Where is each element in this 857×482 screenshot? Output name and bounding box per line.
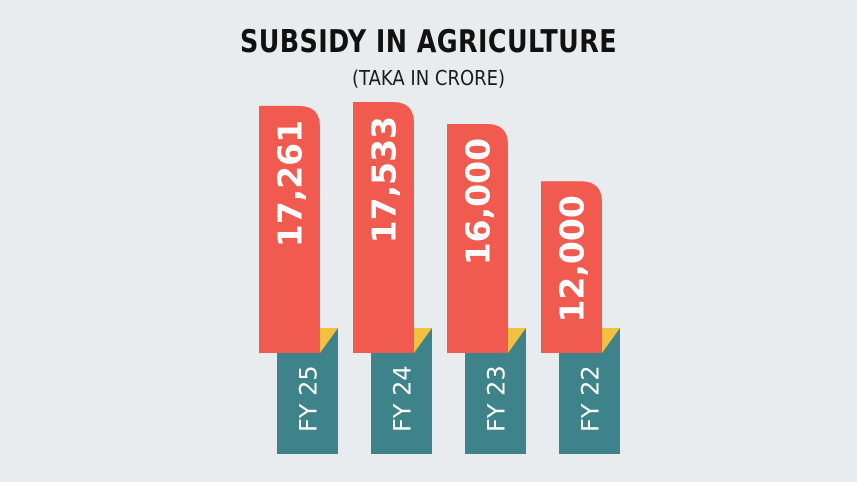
category-label: FY 22	[577, 365, 605, 432]
bar	[353, 102, 414, 353]
bar	[541, 181, 602, 353]
fold-triangle	[602, 328, 620, 353]
category-label: FY 25	[295, 365, 323, 432]
chart-title: SUBSIDY IN AGRICULTURE	[240, 24, 617, 60]
data-label: 17,533	[365, 116, 404, 243]
data-label: 12,000	[553, 195, 592, 322]
bar	[447, 123, 508, 353]
data-label: 16,000	[459, 138, 498, 265]
fold-triangle	[320, 328, 338, 353]
category-label: FY 23	[483, 365, 511, 432]
chart-subtitle: (TAKA IN CRORE)	[351, 66, 506, 90]
category-label: FY 24	[389, 365, 417, 432]
bar	[259, 105, 320, 353]
data-label: 17,261	[271, 120, 310, 247]
fold-triangle	[414, 328, 432, 353]
fold-triangle	[508, 328, 526, 353]
